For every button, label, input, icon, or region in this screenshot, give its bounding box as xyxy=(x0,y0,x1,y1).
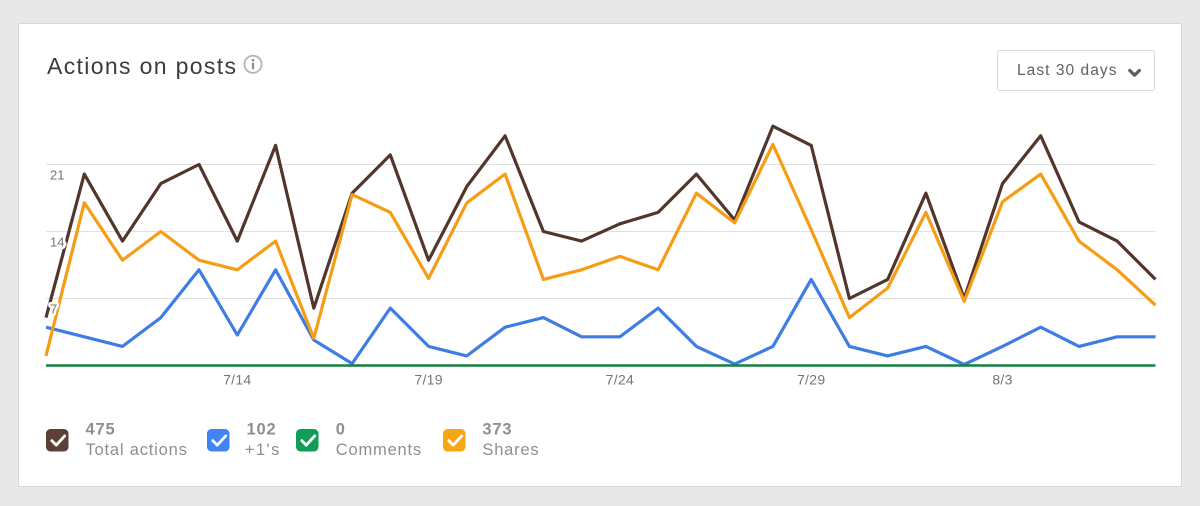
svg-text:7/19: 7/19 xyxy=(414,372,442,388)
svg-text:+1's: +1's xyxy=(245,441,281,459)
svg-text:21: 21 xyxy=(50,168,64,183)
svg-text:Comments: Comments xyxy=(336,441,422,459)
svg-text:373: 373 xyxy=(482,421,512,439)
svg-text:8/3: 8/3 xyxy=(992,372,1012,388)
svg-text:102: 102 xyxy=(247,421,277,439)
svg-text:Total actions: Total actions xyxy=(86,441,188,459)
svg-text:7/29: 7/29 xyxy=(797,372,825,388)
svg-text:14: 14 xyxy=(50,235,64,250)
svg-text:Shares: Shares xyxy=(482,441,539,459)
svg-text:7/14: 7/14 xyxy=(223,372,251,388)
svg-text:7/24: 7/24 xyxy=(606,372,634,388)
svg-text:7: 7 xyxy=(50,302,57,317)
svg-text:0: 0 xyxy=(336,421,346,439)
svg-text:475: 475 xyxy=(86,421,116,439)
